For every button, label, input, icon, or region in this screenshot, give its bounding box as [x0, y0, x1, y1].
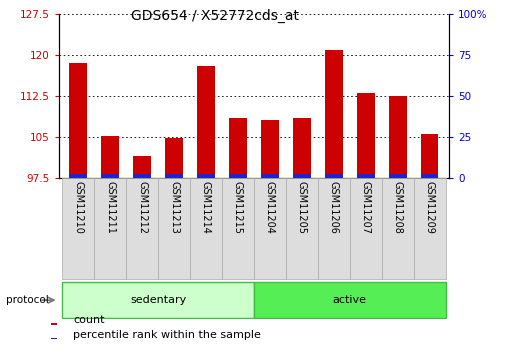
Bar: [421, 174, 439, 178]
Bar: [165, 175, 183, 178]
Text: GSM11213: GSM11213: [169, 181, 179, 234]
FancyBboxPatch shape: [286, 178, 318, 279]
Text: GSM11212: GSM11212: [137, 181, 147, 234]
Bar: [197, 174, 215, 178]
Bar: [229, 118, 247, 178]
Text: GSM11214: GSM11214: [201, 181, 211, 234]
FancyBboxPatch shape: [318, 178, 350, 279]
Bar: [229, 174, 247, 178]
Bar: [133, 156, 151, 178]
Bar: [293, 174, 311, 178]
Text: GSM11208: GSM11208: [393, 181, 403, 234]
Text: GSM11205: GSM11205: [297, 181, 307, 234]
FancyBboxPatch shape: [413, 178, 446, 279]
Text: active: active: [333, 295, 367, 305]
Text: GSM11211: GSM11211: [105, 181, 115, 234]
FancyBboxPatch shape: [254, 178, 286, 279]
Text: GSM11215: GSM11215: [233, 181, 243, 234]
Bar: [261, 120, 279, 178]
Bar: [389, 96, 406, 178]
Bar: [51, 338, 56, 339]
FancyBboxPatch shape: [350, 178, 382, 279]
FancyBboxPatch shape: [158, 178, 190, 279]
Bar: [389, 174, 406, 178]
FancyBboxPatch shape: [62, 282, 254, 318]
Bar: [102, 136, 119, 178]
Bar: [325, 174, 343, 178]
Bar: [261, 175, 279, 178]
Bar: [51, 324, 56, 325]
Bar: [325, 50, 343, 178]
FancyBboxPatch shape: [126, 178, 158, 279]
FancyBboxPatch shape: [254, 282, 446, 318]
FancyBboxPatch shape: [190, 178, 222, 279]
Bar: [165, 138, 183, 178]
Bar: [69, 175, 87, 178]
Text: GSM11207: GSM11207: [361, 181, 371, 234]
Text: GDS654 / X52772cds_at: GDS654 / X52772cds_at: [131, 9, 300, 23]
Bar: [293, 118, 311, 178]
Text: protocol: protocol: [6, 295, 49, 305]
FancyBboxPatch shape: [62, 178, 94, 279]
Bar: [357, 93, 374, 178]
Text: count: count: [73, 315, 105, 325]
Bar: [357, 174, 374, 178]
Bar: [197, 66, 215, 178]
Bar: [69, 63, 87, 178]
FancyBboxPatch shape: [222, 178, 254, 279]
FancyBboxPatch shape: [382, 178, 413, 279]
Bar: [102, 174, 119, 178]
Text: GSM11206: GSM11206: [329, 181, 339, 234]
Text: GSM11209: GSM11209: [425, 181, 435, 234]
Text: percentile rank within the sample: percentile rank within the sample: [73, 330, 261, 340]
FancyBboxPatch shape: [94, 178, 126, 279]
Text: GSM11204: GSM11204: [265, 181, 275, 234]
Text: sedentary: sedentary: [130, 295, 186, 305]
Bar: [133, 174, 151, 178]
Bar: [421, 134, 439, 178]
Text: GSM11210: GSM11210: [73, 181, 83, 234]
